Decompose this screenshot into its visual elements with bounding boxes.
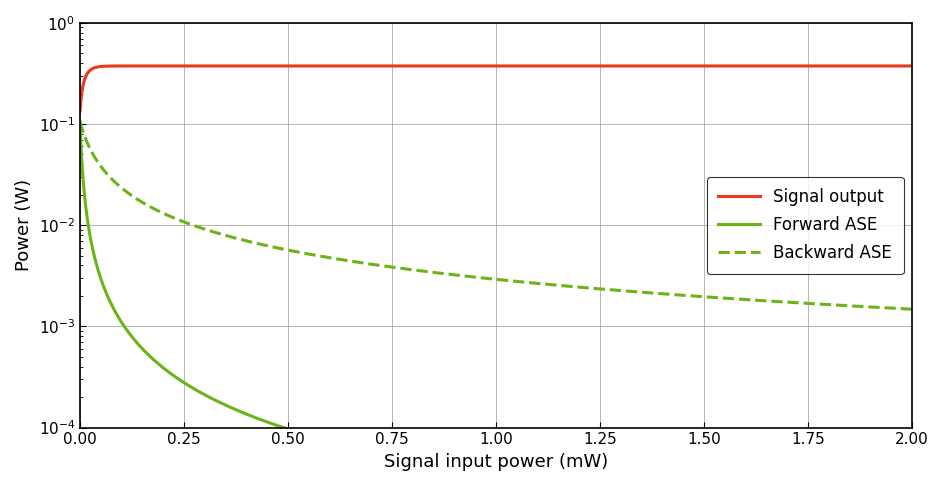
Backward ASE — [160, 211, 171, 217]
Y-axis label: Power (W): Power (W) — [15, 179, 33, 271]
Forward ASE — [160, 366, 171, 372]
Backward ASE — [738, 296, 750, 302]
Line: Forward ASE: Forward ASE — [80, 122, 912, 486]
Forward ASE — [75, 119, 86, 125]
Legend: Signal output, Forward ASE, Backward ASE: Signal output, Forward ASE, Backward ASE — [707, 176, 903, 274]
Line: Signal output: Signal output — [80, 66, 912, 111]
X-axis label: Signal input power (mW): Signal input power (mW) — [384, 453, 608, 471]
Signal output — [442, 63, 453, 69]
Backward ASE — [723, 295, 734, 301]
Signal output — [412, 63, 423, 69]
Signal output — [75, 108, 86, 114]
Signal output — [160, 63, 171, 69]
Backward ASE — [411, 267, 422, 273]
Signal output — [263, 63, 275, 69]
Backward ASE — [75, 119, 86, 125]
Signal output — [724, 63, 735, 69]
Signal output — [906, 63, 918, 69]
Forward ASE — [441, 465, 452, 470]
Signal output — [739, 63, 750, 69]
Backward ASE — [646, 290, 657, 296]
Backward ASE — [906, 306, 918, 312]
Line: Backward ASE: Backward ASE — [80, 122, 912, 309]
Backward ASE — [441, 271, 452, 277]
Forward ASE — [411, 459, 422, 465]
Signal output — [647, 63, 658, 69]
